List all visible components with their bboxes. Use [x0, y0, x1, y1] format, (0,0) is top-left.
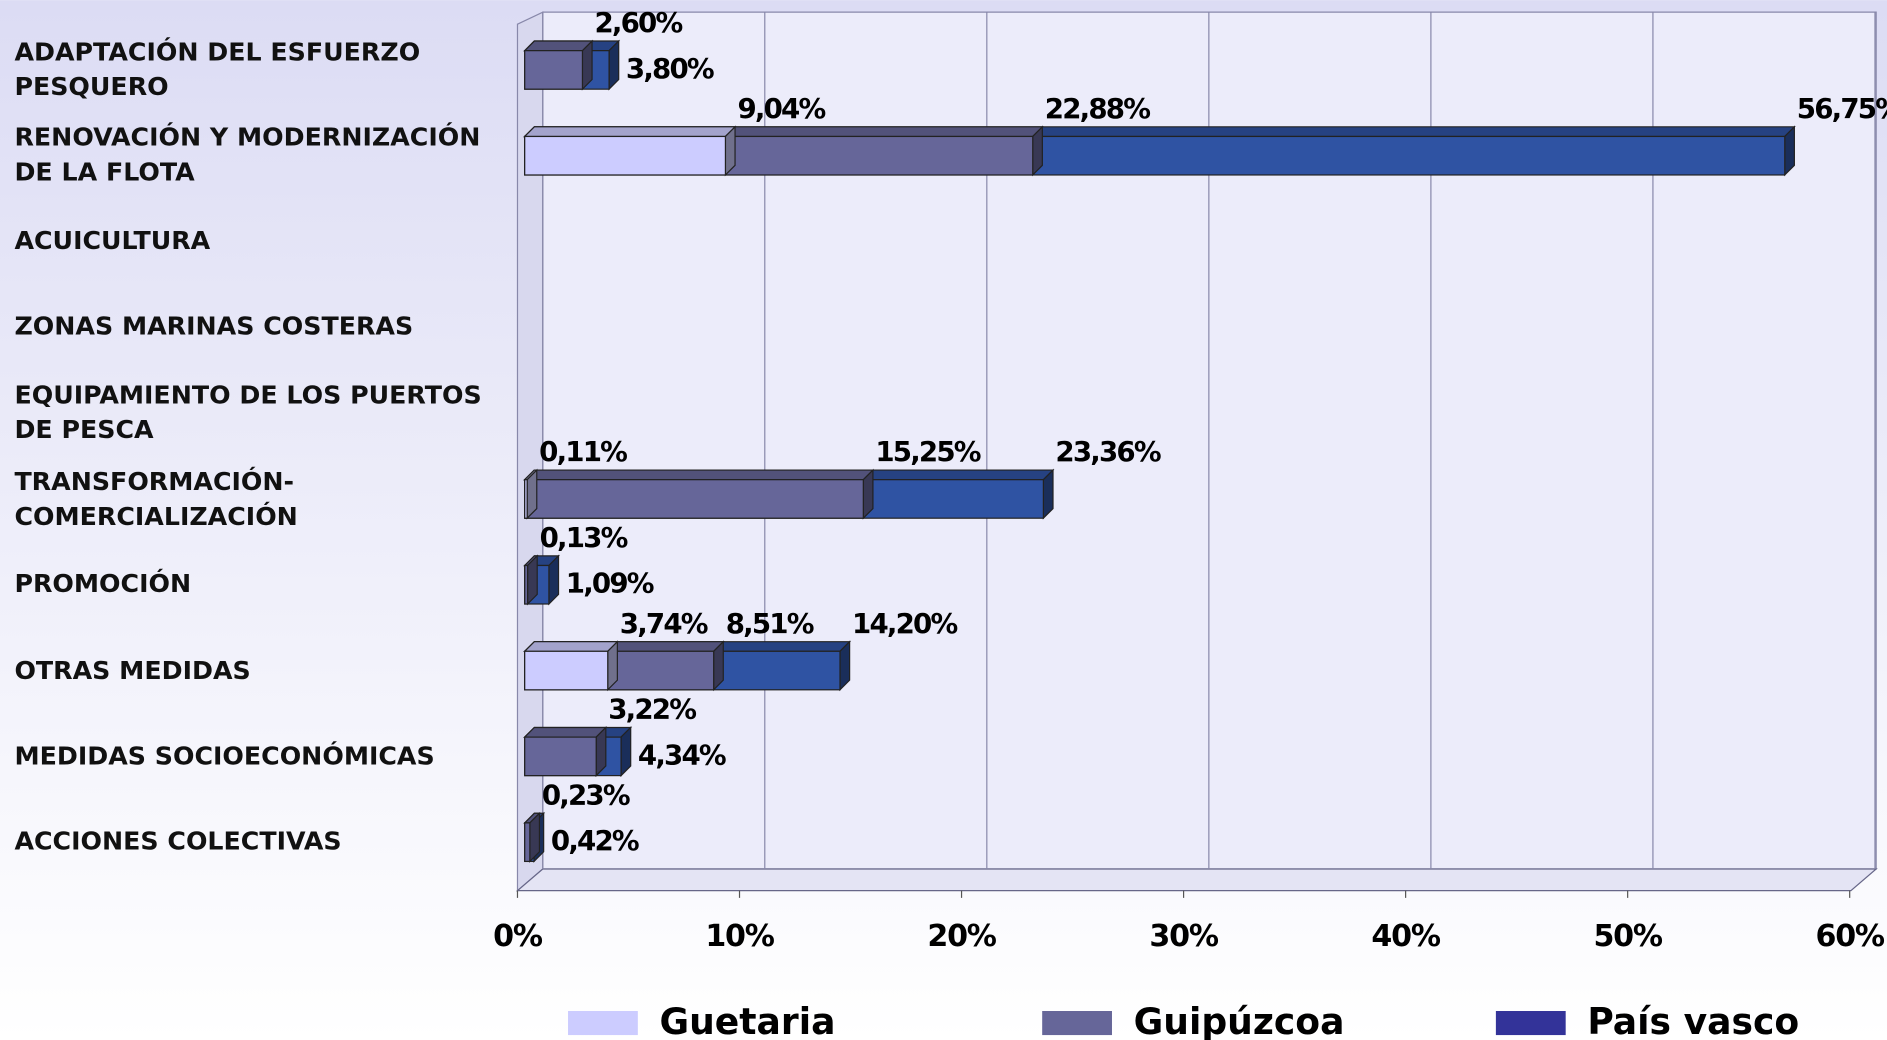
bar	[523, 468, 539, 520]
value-label: 1,09%	[566, 567, 654, 600]
bar-top	[523, 469, 875, 481]
floor	[515, 868, 1878, 892]
value-label: 4,34%	[638, 738, 726, 771]
value-label: 14,20%	[852, 607, 957, 640]
x-tick-label: 0%	[493, 919, 543, 954]
legend-swatch	[1495, 1011, 1566, 1036]
category-label-box: RENOVACIÓN Y MODERNIZACIÓN DE LA FLOTA	[14, 123, 481, 188]
category-label-box: OTRAS MEDIDAS	[14, 655, 251, 685]
legend-swatch	[568, 1011, 638, 1036]
bar	[523, 554, 539, 606]
x-tick-label: 40%	[1371, 919, 1440, 954]
x-tick-label: 20%	[927, 919, 996, 954]
value-label: 9,04%	[737, 92, 825, 125]
bar-top	[523, 126, 737, 138]
bar-front	[524, 736, 597, 777]
x-tick-label: 30%	[1149, 919, 1218, 954]
value-label: 22,88%	[1045, 92, 1150, 125]
value-label: 3,80%	[626, 52, 714, 85]
bar	[523, 468, 875, 520]
y-tick-label: MEDIDAS SOCIOECONÓMICAS	[14, 741, 435, 771]
value-label: 0,23%	[542, 778, 630, 811]
bar-front	[524, 650, 609, 691]
y-tick-label: ACCIONES COLECTIVAS	[14, 827, 342, 856]
x-tick-label: 50%	[1593, 919, 1662, 954]
bar	[523, 39, 594, 91]
category-label-box: ZONAS MARINAS COSTERAS	[14, 312, 414, 342]
y-tick-label: PROMOCIÓN	[14, 569, 192, 599]
value-label: 56,75%	[1797, 92, 1887, 125]
category-label-box: ACUICULTURA	[14, 226, 211, 256]
bar-front	[524, 135, 727, 176]
category-label-box: PROMOCIÓN	[14, 569, 192, 599]
category-label-box: MEDIDAS SOCIOECONÓMICAS	[14, 741, 435, 771]
legend-label: País vasco	[1587, 1000, 1799, 1040]
value-label: 23,36%	[1055, 435, 1160, 468]
y-tick-label: ADAPTACIÓN DEL ESFUERZO PESQUERO	[14, 37, 421, 102]
x-tick-label: 10%	[705, 919, 774, 954]
value-label: 2,60%	[594, 6, 682, 39]
legend-label: Guipúzcoa	[1134, 1000, 1345, 1040]
y-tick-label: ACUICULTURA	[14, 226, 211, 256]
category-label-box: ACCIONES COLECTIVAS	[14, 827, 342, 856]
value-label: 0,13%	[540, 521, 628, 554]
category-label-box: EQUIPAMIENTO DE LOS PUERTOS DE PESCA	[14, 380, 482, 445]
bar	[523, 811, 541, 863]
bar	[523, 640, 619, 692]
value-label: 8,51%	[726, 607, 814, 640]
category-label-box: ADAPTACIÓN DEL ESFUERZO PESQUERO	[14, 37, 421, 102]
x-tick-label: 60%	[1815, 919, 1884, 954]
bar-front	[524, 479, 528, 519]
y-tick-label: OTRAS MEDIDAS	[14, 655, 251, 685]
legend-label: Guetaria	[659, 1000, 835, 1040]
bar-front	[524, 50, 584, 90]
legend-swatch	[1042, 1011, 1112, 1036]
value-label: 0,42%	[551, 824, 639, 857]
value-label: 15,25%	[875, 435, 980, 468]
bar	[523, 125, 737, 177]
bar-front	[524, 564, 529, 605]
bar	[523, 726, 608, 778]
category-label-box: TRANSFORMACIÓN-COMERCIALIZACIÓN	[14, 466, 298, 531]
value-label: 0,11%	[539, 435, 627, 468]
value-label: 3,74%	[620, 607, 708, 640]
bar-front	[524, 822, 531, 863]
y-tick-label: ZONAS MARINAS COSTERAS	[14, 312, 414, 342]
value-label: 3,22%	[608, 693, 696, 726]
y-tick-label: RENOVACIÓN Y MODERNIZACIÓN DE LA FLOTA	[14, 123, 481, 188]
bar-top	[523, 726, 608, 738]
y-tick-label: TRANSFORMACIÓN-COMERCIALIZACIÓN	[14, 466, 298, 531]
bar-top	[523, 641, 619, 652]
bar-front	[524, 479, 864, 519]
bar-top	[523, 40, 594, 52]
y-tick-label: EQUIPAMIENTO DE LOS PUERTOS DE PESCA	[14, 380, 482, 445]
